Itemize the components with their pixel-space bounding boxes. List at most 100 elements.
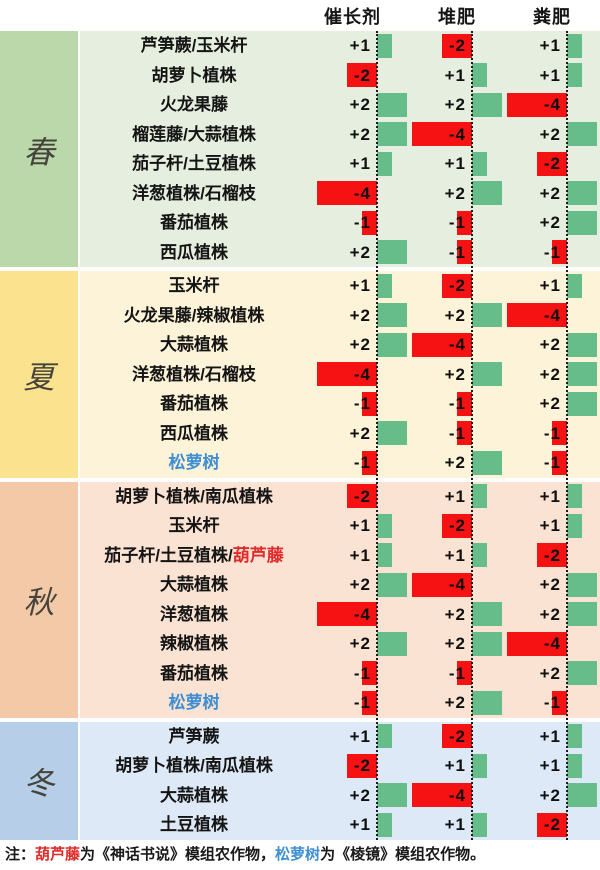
value-bar-positive <box>567 572 597 597</box>
value-bar-negative <box>457 661 472 685</box>
crop-name-segment: 洋葱植株/石榴枝 <box>132 183 256 203</box>
crop-name-segment: 茄子杆/土豆植株 <box>132 154 256 173</box>
value-bar-positive <box>472 690 502 715</box>
value-bar-negative <box>442 33 472 58</box>
value-bar-positive <box>567 513 582 538</box>
value-bar-positive <box>567 661 597 685</box>
value-bar-positive <box>377 33 392 58</box>
footnote: 注：葫芦藤为《神话书说》模组农作物，松萝树为《棱镜》模组农作物。 <box>0 839 600 868</box>
value-label: -4 <box>543 305 561 325</box>
season-label-winter: 冬 <box>23 766 55 802</box>
value-label: +2 <box>539 394 561 413</box>
value-label: -4 <box>448 335 466 354</box>
crop-name: 芦笋蕨 <box>80 722 308 752</box>
season-section-winter: 冬 芦笋蕨 +1 -2 +1 胡萝卜植株/南瓜植株 -2 +1 +1 大蒜植株 +2 -4 +2 土豆植株… <box>0 721 600 840</box>
value-label: -1 <box>353 693 371 712</box>
table-row: 胡萝卜植株/南瓜植株 -2 +1 +1 <box>0 751 600 781</box>
value-bar-positive <box>567 33 582 58</box>
value-label: +2 <box>539 213 561 232</box>
table-row: 芦笋蕨 +1 -2 +1 <box>0 722 600 752</box>
table-row: 辣椒植株 +2 +2 -4 <box>0 629 600 659</box>
value-label: +2 <box>444 634 466 653</box>
season-label-summer: 夏 <box>23 359 55 396</box>
value-label: +2 <box>539 785 561 805</box>
value-bar-positive <box>472 303 502 327</box>
value-label: +2 <box>444 453 466 472</box>
footnote-segment: 为《棱镜》模组农作物。 <box>320 845 486 863</box>
table-row: 胡萝卜植株 -2 +1 +1 <box>0 61 600 91</box>
value-bar-negative <box>507 303 567 327</box>
value-label: +1 <box>444 815 466 834</box>
table-row: 番茄植株 -1 -1 +2 <box>0 389 600 419</box>
value-bar-negative <box>347 753 377 778</box>
value-label: +1 <box>539 65 561 85</box>
table-row: 大蒜植株 +2 -4 +2 <box>0 570 600 600</box>
crop-name: 洋葱植株/石榴枝 <box>80 360 308 390</box>
crop-name-segment: 番茄植株 <box>160 394 228 413</box>
value-label: +2 <box>349 335 371 354</box>
crop-name-segment: 大蒜植株 <box>160 335 228 354</box>
crop-name: 玉米杆 <box>80 271 308 301</box>
crop-name: 土豆植株 <box>80 810 308 840</box>
value-bar-positive <box>472 362 502 386</box>
rows-background <box>80 31 600 267</box>
value-bar-negative <box>537 543 567 567</box>
table-row: 火龙果藤/辣椒植株 +2 +2 -4 <box>0 301 600 331</box>
value-bar-negative <box>317 602 377 626</box>
crop-name-segment: 玉米杆 <box>168 516 220 535</box>
value-bar-positive <box>472 181 502 205</box>
column-header-compost: 堆肥 <box>438 7 476 27</box>
value-label: -1 <box>543 242 561 262</box>
table-row: 榴莲藤/大蒜植株 +2 -4 +2 <box>0 120 600 150</box>
value-label: -4 <box>543 95 561 114</box>
value-label: +1 <box>349 516 371 535</box>
crop-name-segment: 榴莲藤/大蒜植株 <box>132 124 256 144</box>
value-bar-negative <box>317 181 377 205</box>
crop-name-segment: 大蒜植株 <box>160 575 228 594</box>
value-label: +2 <box>539 183 561 203</box>
value-label: +2 <box>539 124 561 144</box>
crop-name-segment: 葫芦藤 <box>232 545 284 565</box>
value-label: +2 <box>444 364 466 384</box>
zero-axis-line-manure <box>566 31 568 840</box>
value-label: +2 <box>444 305 466 325</box>
crop-name: 胡萝卜植株/南瓜植株 <box>80 482 308 512</box>
value-label: -2 <box>448 36 466 55</box>
value-bar-positive <box>377 631 407 656</box>
value-label: -2 <box>543 545 561 565</box>
value-label: -2 <box>543 815 561 834</box>
crop-name: 番茄植株 <box>80 389 308 419</box>
crop-name-segment: 玉米杆 <box>168 276 220 295</box>
season-label-cell <box>0 31 78 267</box>
value-label: +2 <box>349 575 371 594</box>
value-label: +2 <box>349 95 371 114</box>
crop-name-segment: 番茄植株 <box>160 213 228 232</box>
value-label: -2 <box>448 276 466 295</box>
season-label-spring: 春 <box>23 134 55 171</box>
season-section-summer: 夏玉米杆 +1 -2 +1 火龙果藤/辣椒植株 +2 +2 -4 大蒜植株 +2 -4 +2 洋葱植株/… <box>0 271 600 478</box>
value-label: +1 <box>349 36 371 55</box>
value-bar-positive <box>472 631 502 656</box>
value-bar-positive <box>567 63 582 87</box>
crop-name-segment: 芦笋蕨 <box>168 726 220 746</box>
value-bar-positive <box>472 812 487 837</box>
value-label: +1 <box>444 486 466 506</box>
crop-name-segment: 辣椒植株 <box>160 634 228 653</box>
value-label: -1 <box>448 423 466 443</box>
value-label: -2 <box>543 154 561 173</box>
value-label: +1 <box>539 756 561 775</box>
season-label-cell <box>0 721 78 840</box>
table-row: 大蒜植株 +2 -4 +2 <box>0 781 600 811</box>
value-bar-negative <box>457 240 472 264</box>
value-label: +2 <box>349 785 371 805</box>
crop-name-segment: 西瓜植株 <box>160 423 228 443</box>
value-bar-negative <box>457 391 472 416</box>
value-bar-positive <box>377 572 407 597</box>
value-label: +1 <box>539 486 561 506</box>
crop-name-segment: 西瓜植株 <box>160 242 228 262</box>
value-bar-negative <box>317 362 377 386</box>
value-bar-positive <box>567 122 597 146</box>
seasonal-crop-table: 春芦笋蕨/玉米杆 +1 -2 +1 胡萝卜植株 -2 +1 +1 火龙果藤 +2 +2 -4 榴莲藤/大… <box>0 31 600 840</box>
value-bar-negative <box>537 151 567 176</box>
